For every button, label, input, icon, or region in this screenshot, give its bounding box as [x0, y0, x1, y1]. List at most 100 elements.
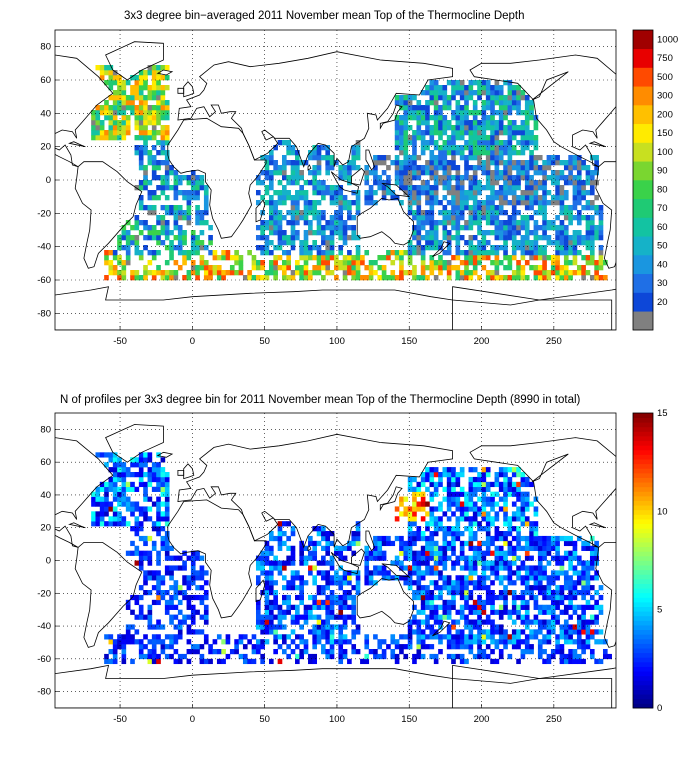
data-bin [277, 180, 283, 186]
data-bin [264, 599, 270, 606]
data-bin [529, 195, 534, 201]
colorbar-segment [633, 578, 653, 584]
data-bin [303, 250, 309, 256]
data-bin [451, 145, 456, 151]
data-bin [156, 130, 161, 136]
data-bin [273, 210, 278, 216]
data-bin [325, 575, 331, 581]
data-bin [529, 150, 534, 156]
data-bin [316, 200, 322, 206]
data-bin [429, 260, 435, 266]
data-bin [563, 634, 569, 640]
data-bin [542, 220, 547, 226]
data-bin [472, 245, 478, 251]
data-bin [329, 195, 335, 201]
data-bin [503, 235, 508, 241]
coastline [177, 51, 454, 168]
data-bin [598, 260, 604, 266]
data-bin [524, 535, 530, 542]
data-bin [303, 255, 309, 261]
data-bin [169, 575, 174, 581]
data-bin [130, 639, 135, 645]
data-bin [368, 185, 374, 191]
data-bin [134, 95, 140, 101]
data-bin [156, 658, 161, 665]
data-bin [412, 135, 417, 141]
data-bin [277, 230, 283, 236]
data-bin [520, 110, 526, 116]
data-bin [169, 644, 174, 650]
data-bin [282, 634, 287, 640]
data-bin [533, 565, 539, 571]
data-bin [108, 270, 114, 276]
data-bin [312, 205, 318, 211]
data-bin [260, 550, 265, 556]
data-bin [151, 190, 157, 196]
data-bin [572, 180, 578, 186]
data-bin [182, 255, 187, 261]
data-bin [429, 200, 435, 206]
data-bin [468, 195, 474, 201]
data-bin [490, 160, 495, 166]
data-bin [503, 225, 508, 231]
data-bin [503, 170, 508, 176]
data-bin [407, 565, 413, 571]
data-bin [472, 210, 478, 216]
data-bin [477, 580, 482, 586]
data-bin [234, 639, 239, 645]
data-bin [277, 255, 283, 261]
data-bin [416, 560, 422, 566]
data-bin [477, 180, 482, 186]
coastline [68, 522, 86, 529]
data-bin [203, 185, 209, 191]
data-bin [342, 570, 348, 576]
data-bin [511, 210, 517, 216]
data-bin [425, 120, 430, 126]
data-bin [503, 265, 508, 271]
data-bin [594, 260, 599, 266]
data-bin [264, 165, 270, 171]
data-bin [433, 225, 439, 231]
data-bin [169, 639, 174, 645]
data-bin [455, 195, 461, 201]
data-bin [438, 180, 443, 186]
data-bin [429, 90, 435, 96]
data-bin [173, 210, 179, 216]
colorbar-segment [633, 142, 653, 162]
data-bin [312, 634, 318, 640]
data-bin [420, 275, 426, 281]
data-bin [290, 150, 296, 156]
data-bin [563, 265, 569, 271]
data-bin [429, 205, 435, 211]
colorbar-segment [633, 698, 653, 704]
data-bin [576, 200, 582, 206]
data-bin [225, 639, 231, 645]
data-bin [208, 235, 213, 241]
data-bin [494, 85, 500, 91]
data-bin [299, 599, 304, 606]
data-bin [156, 195, 161, 201]
data-bin [134, 486, 140, 492]
data-bin [481, 604, 487, 610]
data-bin [433, 531, 439, 537]
data-bin [594, 275, 599, 281]
data-bin [212, 265, 218, 271]
data-bin [125, 624, 131, 630]
data-bin [572, 235, 578, 241]
data-bin [299, 649, 304, 655]
data-bin [143, 644, 148, 650]
data-bin [186, 594, 192, 601]
data-bin [143, 175, 148, 181]
data-bin [507, 145, 513, 151]
data-bin [555, 155, 560, 161]
data-bin [407, 545, 413, 551]
data-bin [407, 210, 413, 216]
data-bin [425, 165, 430, 171]
data-bin [308, 653, 313, 660]
coastline [432, 241, 451, 258]
data-bin [295, 265, 300, 271]
data-bin [134, 115, 140, 121]
data-bin [455, 205, 461, 211]
data-bin [537, 185, 543, 191]
data-bin [451, 501, 456, 507]
